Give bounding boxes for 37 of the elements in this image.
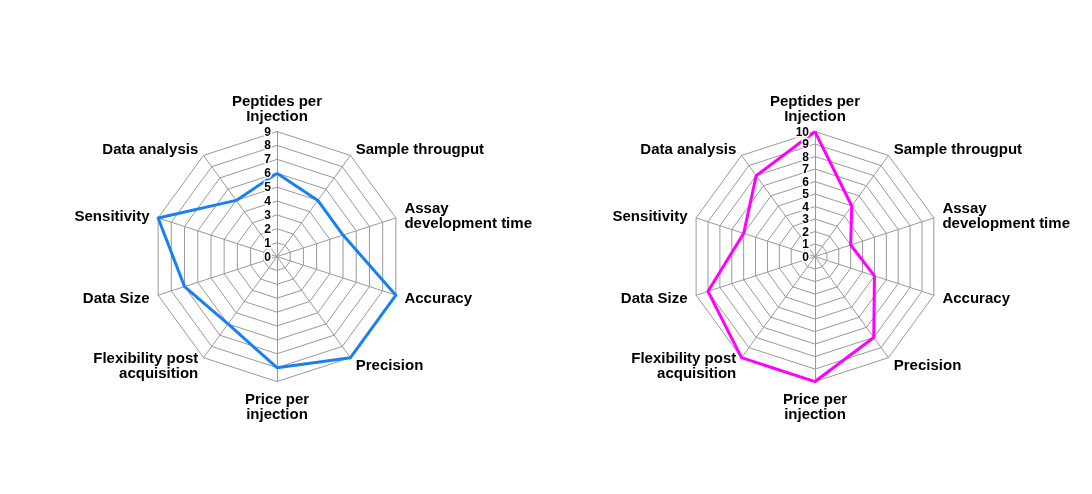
y-tick-label: 2 — [264, 221, 272, 236]
y-tick-label: 5 — [802, 187, 810, 202]
spoke-label: Precision — [893, 356, 962, 374]
spoke-label: Sensitivity — [74, 206, 151, 224]
y-tick-label: 4 — [264, 194, 272, 208]
spoke-label: Accuracy — [942, 289, 1011, 307]
spoke-label: Sample througput — [355, 139, 485, 157]
y-tick-label: 10 — [795, 124, 810, 139]
y-tick-label: 3 — [802, 212, 810, 227]
spoke-label: Price per injection — [244, 389, 310, 422]
y-tick-label: 9 — [264, 124, 272, 139]
spoke-label: Accuracy — [404, 289, 473, 307]
spoke-label: Flexibility post acquisition — [631, 348, 737, 381]
y-tick-label: 3 — [264, 207, 272, 222]
y-tick-label: 5 — [264, 180, 272, 195]
spoke-label: Precision — [355, 356, 424, 374]
spoke-label: Data Size — [620, 289, 688, 307]
spoke-label: Peptides per Injection — [769, 91, 861, 124]
y-tick-label: 6 — [802, 174, 810, 189]
y-tick-label: 9 — [802, 137, 810, 152]
y-tick-label: 7 — [802, 162, 810, 177]
spoke-label: Peptides per Injection — [231, 91, 323, 124]
y-tick-label: 6 — [264, 166, 272, 181]
y-tick-label: 2 — [802, 224, 810, 239]
spoke-label: Assay development time — [404, 199, 532, 232]
spoke-label: Flexibility post acquisition — [93, 348, 199, 381]
spoke-label: Assay development time — [942, 199, 1070, 232]
y-tick-label: 8 — [264, 138, 272, 153]
spoke-label: Sensitivity — [612, 206, 689, 224]
spoke-label: Price per injection — [782, 389, 848, 422]
y-tick-label: 8 — [802, 149, 810, 164]
spoke-label: Data analysis — [640, 139, 737, 157]
spoke-label: Sample througput — [893, 139, 1023, 157]
y-tick-label: 4 — [802, 199, 810, 214]
spoke-label: Data analysis — [102, 139, 199, 157]
y-tick-label: 7 — [264, 152, 272, 167]
spoke-label: Data Size — [82, 289, 150, 307]
